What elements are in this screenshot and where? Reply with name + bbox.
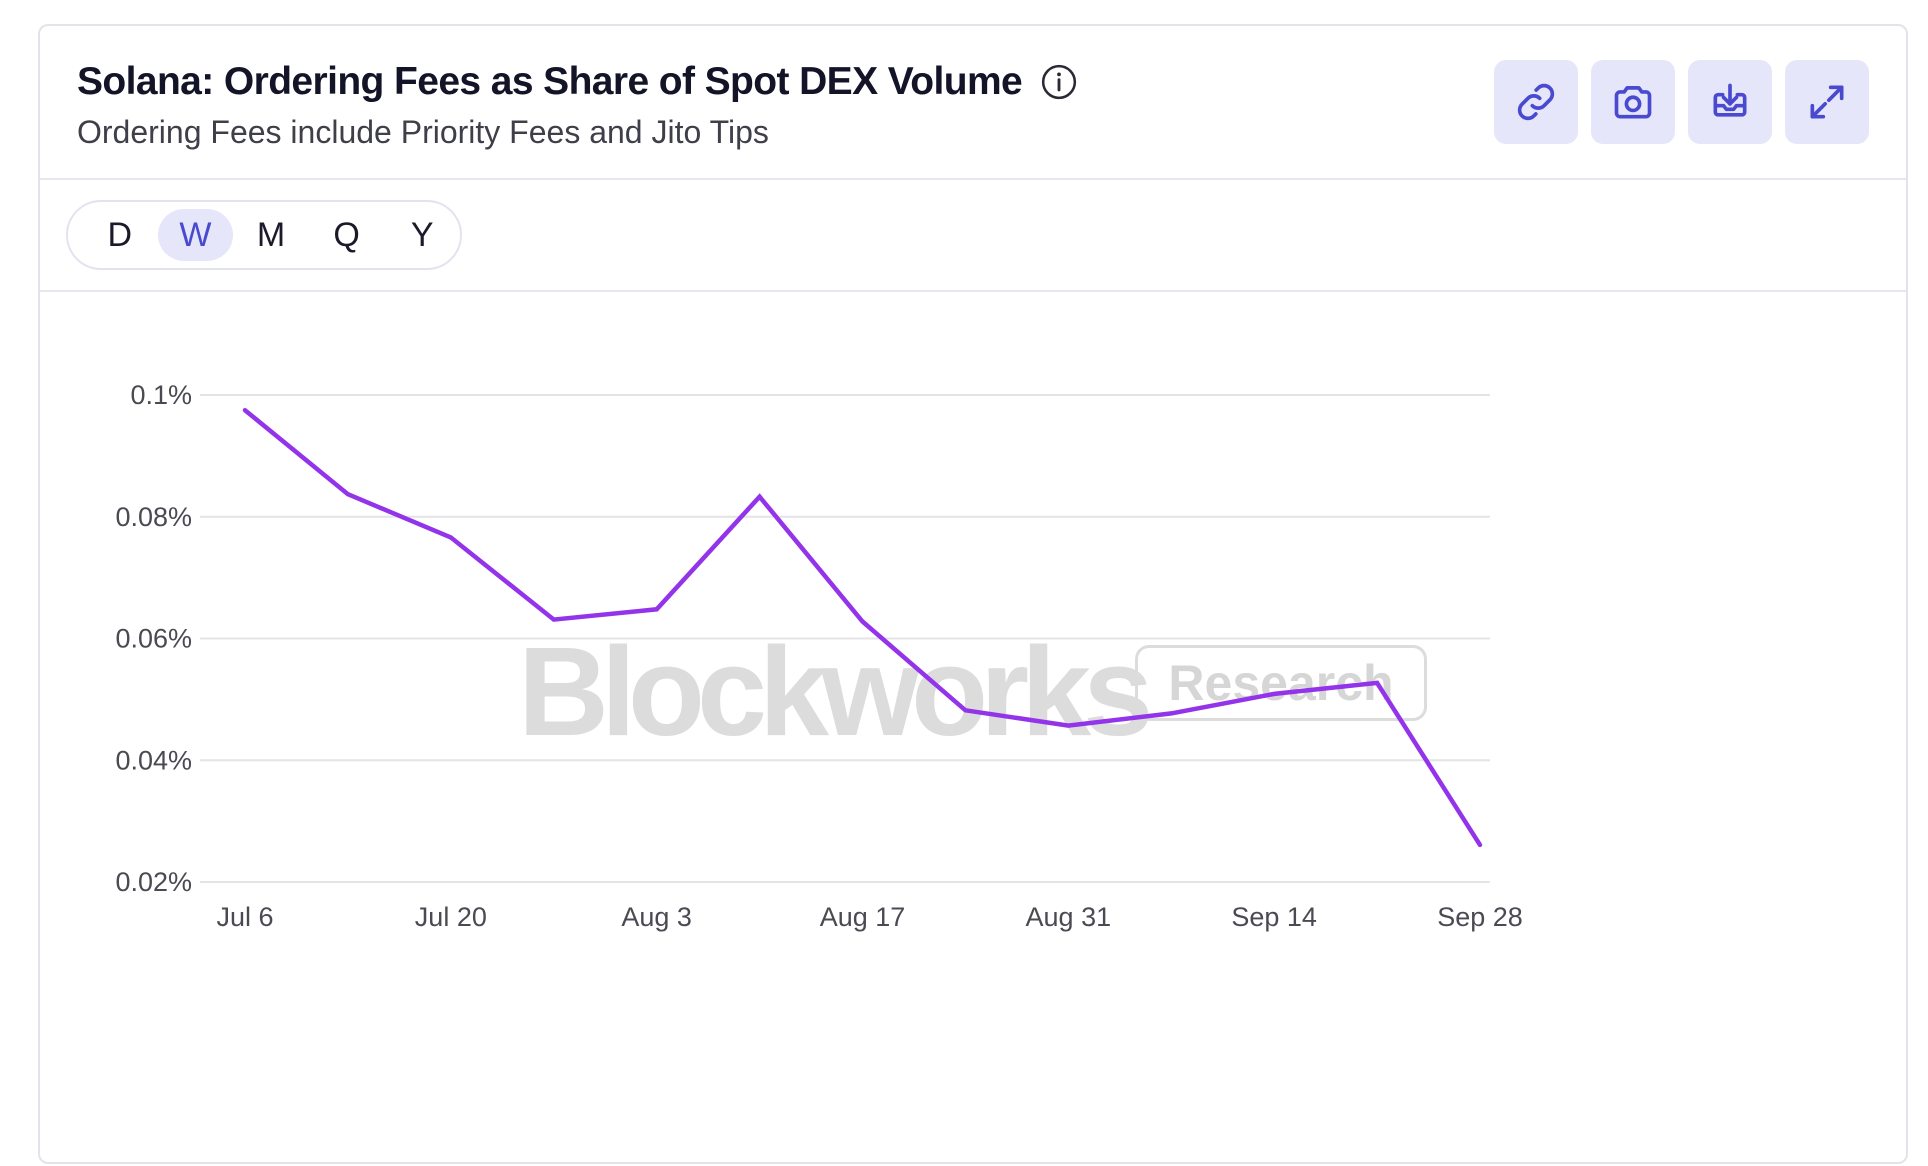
x-tick-label: Aug 31 bbox=[1026, 902, 1112, 932]
title-row: Solana: Ordering Fees as Share of Spot D… bbox=[77, 60, 1078, 104]
copy-link-button[interactable] bbox=[1494, 60, 1578, 144]
card-header: Solana: Ordering Fees as Share of Spot D… bbox=[40, 26, 1906, 180]
camera-icon bbox=[1611, 80, 1655, 124]
y-tick-label: 0.1% bbox=[130, 380, 192, 410]
period-q-button[interactable]: Q bbox=[309, 209, 385, 261]
download-icon bbox=[1708, 80, 1752, 124]
x-tick-label: Aug 3 bbox=[621, 902, 692, 932]
y-tick-label: 0.04% bbox=[115, 745, 192, 775]
chart-card: Solana: Ordering Fees as Share of Spot D… bbox=[38, 24, 1908, 1164]
period-toolbar: D W M Q Y bbox=[40, 178, 1906, 292]
link-icon bbox=[1514, 80, 1558, 124]
chart-title: Solana: Ordering Fees as Share of Spot D… bbox=[77, 60, 1022, 104]
screenshot-button[interactable] bbox=[1591, 60, 1675, 144]
x-tick-label: Jul 6 bbox=[216, 902, 273, 932]
series-line bbox=[245, 410, 1480, 845]
period-selector: D W M Q Y bbox=[66, 200, 462, 270]
y-tick-label: 0.02% bbox=[115, 867, 192, 897]
x-tick-label: Sep 14 bbox=[1231, 902, 1317, 932]
action-toolbar bbox=[1494, 60, 1869, 144]
x-tick-label: Sep 28 bbox=[1437, 902, 1523, 932]
expand-icon bbox=[1805, 80, 1849, 124]
y-tick-label: 0.06% bbox=[115, 624, 192, 654]
plot-area: Blockworks Research 0.02%0.04%0.06%0.08%… bbox=[40, 290, 1910, 1166]
download-button[interactable] bbox=[1688, 60, 1772, 144]
chart-subtitle: Ordering Fees include Priority Fees and … bbox=[77, 114, 769, 151]
x-tick-label: Jul 20 bbox=[415, 902, 487, 932]
info-icon[interactable] bbox=[1040, 63, 1078, 101]
period-y-button[interactable]: Y bbox=[384, 209, 460, 261]
line-chart: 0.02% 0.04% 0.06% 0.08% 0.1% Jul 6 Jul 20 Aug 3… bbox=[40, 290, 1910, 1166]
period-w-button[interactable]: W bbox=[158, 209, 234, 261]
x-tick-label: Aug 17 bbox=[820, 902, 906, 932]
y-tick-label: 0.08% bbox=[115, 502, 192, 532]
period-d-button[interactable]: D bbox=[82, 209, 158, 261]
fullscreen-button[interactable] bbox=[1785, 60, 1869, 144]
period-m-button[interactable]: M bbox=[233, 209, 309, 261]
